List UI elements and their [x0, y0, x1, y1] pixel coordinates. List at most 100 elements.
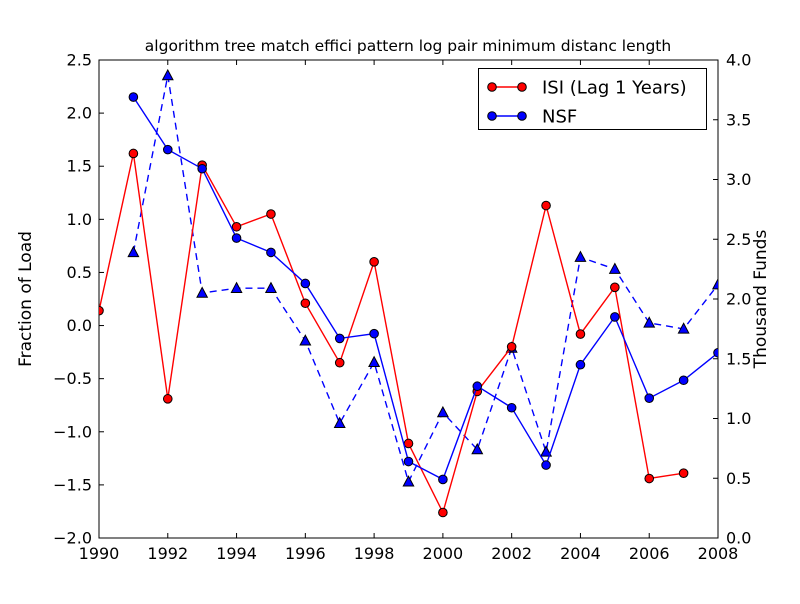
series-0-marker	[230, 281, 243, 293]
y-tick-label-right: 4.0	[726, 51, 751, 70]
legend-box	[478, 68, 707, 130]
series-0-marker	[608, 262, 621, 274]
series-1-marker	[575, 329, 586, 339]
series-1-marker	[541, 200, 551, 211]
series-1-marker	[644, 473, 655, 484]
series-0-marker	[677, 322, 690, 334]
series-0	[127, 68, 718, 487]
series-2-marker	[128, 92, 139, 102]
y-tick-label-right: 3.5	[726, 110, 751, 129]
series-2-marker	[575, 359, 586, 370]
y-axis-label-left: Fraction of Load	[16, 231, 36, 367]
series-2-marker	[231, 233, 242, 243]
series-layer	[99, 68, 718, 518]
legend-label: NSF	[542, 107, 577, 128]
series-0-marker	[436, 405, 449, 418]
y-tick-label-left: 2.5	[67, 51, 92, 70]
series-0-marker	[540, 445, 553, 457]
series-1-line	[99, 153, 684, 515]
x-tick-label: 2008	[698, 544, 739, 563]
y-tick-label-right: 2.5	[726, 230, 751, 249]
series-2-marker	[506, 402, 517, 413]
legend-marker	[487, 111, 497, 121]
series-1-marker	[99, 305, 104, 316]
series-1-marker	[506, 342, 517, 352]
series-2-marker	[541, 460, 551, 470]
legend-entry: NSF	[487, 107, 577, 128]
series-1-marker	[334, 357, 345, 368]
y-tick-label-right: 2.0	[726, 290, 751, 309]
series-1-marker	[610, 282, 620, 293]
series-1-marker	[403, 438, 414, 449]
series-2-marker	[334, 333, 345, 344]
series-1-marker	[300, 298, 311, 309]
y-tick-label-right: 0.0	[726, 529, 751, 548]
series-0-marker	[711, 277, 718, 290]
series-0-marker	[643, 316, 656, 328]
series-2-marker	[610, 312, 620, 322]
series-2-marker	[197, 163, 207, 174]
series-0-marker	[161, 68, 174, 81]
series-0-marker	[333, 416, 346, 428]
y-tick-label-left: 1.0	[67, 210, 92, 229]
series-2-marker	[300, 278, 311, 289]
legend-label: ISI (Lag 1 Years)	[542, 78, 687, 99]
y-tick-label-left: 2.0	[67, 104, 92, 123]
series-0-marker	[264, 281, 277, 293]
series-2	[128, 92, 718, 485]
y-tick-label-left: 1.5	[67, 157, 92, 176]
chart-title: algorithm tree match effici pattern log …	[145, 37, 671, 55]
series-1-marker	[678, 468, 689, 479]
x-tick-label: 2004	[560, 544, 601, 563]
x-tick-label: 2000	[423, 544, 464, 563]
series-2-marker	[438, 474, 448, 485]
series-2-line	[132, 96, 718, 481]
x-tick-label: 1998	[354, 544, 395, 563]
series-1-marker	[162, 394, 173, 404]
x-tick-label: 1994	[216, 544, 257, 563]
series-1-marker	[231, 221, 242, 232]
series-2-marker	[162, 144, 173, 155]
series-0-line	[132, 75, 718, 484]
series-0-marker	[574, 250, 587, 262]
series-2-marker	[472, 381, 483, 392]
series-0-marker	[368, 355, 381, 368]
legend-marker	[517, 111, 527, 121]
y-tick-label-left: −1.0	[53, 422, 92, 441]
series-0-marker	[299, 334, 312, 346]
series-1-marker	[128, 148, 139, 159]
y-axis-label-right: Thousand Funds	[751, 230, 771, 370]
y-tick-label-left: −0.5	[53, 369, 92, 388]
y-tick-label-right: 0.5	[726, 469, 751, 488]
series-2-marker	[713, 347, 718, 358]
y-tick-label-left: −2.0	[53, 529, 92, 548]
y-tick-label-right: 3.0	[726, 170, 751, 189]
series-0-marker	[402, 475, 415, 487]
legend-entry: ISI (Lag 1 Years)	[487, 78, 687, 99]
series-2-marker	[403, 456, 414, 467]
x-tick-label: 1990	[79, 544, 120, 563]
series-1-marker	[438, 507, 448, 518]
series-2-marker	[369, 328, 379, 339]
x-tick-label: 2006	[629, 544, 670, 563]
y-tick-label-right: 1.0	[726, 409, 751, 428]
series-2-marker	[266, 247, 276, 258]
x-tick-label: 1992	[147, 544, 188, 563]
legend: ISI (Lag 1 Years) NSF	[478, 68, 707, 130]
series-1-marker	[369, 257, 379, 267]
legend-marker	[487, 82, 497, 92]
y-tick-label-right: 1.5	[726, 349, 751, 368]
series-0-marker	[127, 245, 140, 258]
series-2-marker	[678, 375, 689, 386]
series-1-marker	[266, 209, 276, 219]
x-tick-label: 2002	[491, 544, 532, 563]
series-2-marker	[644, 393, 655, 403]
y-tick-label-left: 0.0	[67, 316, 92, 335]
series-0-marker	[196, 286, 209, 298]
legend-marker	[517, 82, 527, 92]
y-tick-label-left: −1.5	[53, 475, 92, 494]
y-tick-label-left: 0.5	[67, 263, 92, 282]
x-tick-label: 1996	[285, 544, 326, 563]
